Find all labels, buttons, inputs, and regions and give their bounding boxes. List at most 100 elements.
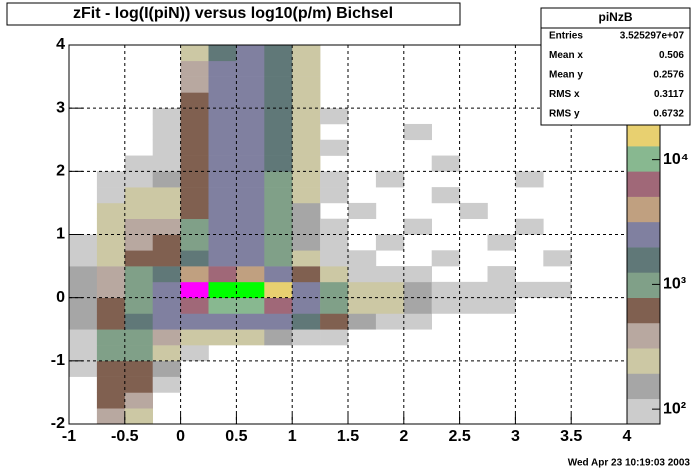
cell <box>236 313 265 330</box>
cell <box>180 329 209 346</box>
palette-box <box>627 221 660 248</box>
stats-name: Mean y <box>549 70 583 81</box>
stats-name: Entries <box>549 31 583 42</box>
cell <box>208 155 237 172</box>
cell <box>208 234 237 251</box>
cell <box>264 329 293 346</box>
cell <box>96 313 126 330</box>
y-tick-label: 3 <box>56 99 65 116</box>
cell <box>96 392 126 409</box>
cell <box>292 92 321 109</box>
cell <box>208 123 237 141</box>
x-tick-label: 2 <box>399 428 408 445</box>
z-tick-label: 10² <box>663 400 686 417</box>
cell <box>320 139 349 156</box>
cell <box>292 155 321 172</box>
cell <box>124 250 153 267</box>
cell <box>208 187 237 204</box>
cell <box>292 329 321 346</box>
cell <box>96 171 126 188</box>
cell <box>180 171 209 188</box>
cell <box>124 234 153 251</box>
cell <box>264 187 293 204</box>
cell <box>264 123 293 141</box>
palette-box <box>627 322 660 349</box>
cell <box>292 139 321 156</box>
cell <box>96 376 126 393</box>
z-tick-label: 10³ <box>663 276 686 293</box>
cell <box>208 218 237 235</box>
stats-value: 0.506 <box>659 50 684 61</box>
cell <box>236 202 265 220</box>
cell <box>124 281 153 298</box>
palette-box <box>627 196 660 223</box>
cell <box>236 60 265 77</box>
cell <box>208 297 237 314</box>
cell <box>459 297 488 314</box>
cell <box>292 297 321 314</box>
cell <box>320 171 349 188</box>
cell <box>403 266 432 283</box>
cell <box>69 297 98 314</box>
cell <box>152 313 181 330</box>
cell <box>152 266 181 283</box>
cell <box>292 76 321 93</box>
cell <box>69 360 98 377</box>
cell <box>236 123 265 141</box>
cell <box>236 92 265 109</box>
cell <box>208 266 237 283</box>
cell <box>264 266 293 283</box>
x-tick-label: 1 <box>288 428 297 445</box>
cell <box>152 345 181 362</box>
x-tick-label: 4 <box>623 428 632 445</box>
palette-box <box>627 348 660 374</box>
cell <box>152 187 181 204</box>
cell <box>403 297 432 314</box>
cell <box>487 281 516 298</box>
cell <box>431 250 460 267</box>
cell <box>152 329 181 346</box>
cell <box>69 313 98 330</box>
cell <box>348 313 377 330</box>
cell <box>152 281 181 298</box>
cell <box>152 234 181 251</box>
stats-value: 0.2576 <box>653 70 684 81</box>
cell <box>208 108 237 125</box>
cell <box>180 345 209 362</box>
cell <box>264 202 293 220</box>
x-tick-label: 3 <box>511 428 520 445</box>
cell <box>264 76 293 93</box>
cell <box>96 281 126 298</box>
chart-title: zFit - log(I(piN)) versus log10(p/m) Bic… <box>73 5 393 22</box>
cell <box>264 60 293 77</box>
cell <box>180 92 209 109</box>
cell <box>152 123 181 141</box>
cell <box>292 123 321 141</box>
cell <box>69 329 98 346</box>
cell <box>69 266 98 283</box>
cell <box>320 266 349 283</box>
cell <box>236 155 265 172</box>
cell <box>208 329 237 346</box>
cell <box>348 297 377 314</box>
date-stamp: Wed Apr 23 10:19:03 2003 <box>568 458 691 469</box>
stats-value: 0.3117 <box>654 89 684 100</box>
title-box <box>6 2 461 26</box>
cell <box>124 155 153 172</box>
cell <box>403 218 432 235</box>
cell <box>403 281 432 298</box>
cell <box>264 171 293 188</box>
cell <box>180 281 209 298</box>
cell <box>459 281 488 298</box>
cell <box>124 187 153 204</box>
cell <box>152 202 181 220</box>
cell <box>515 171 544 188</box>
cell <box>264 108 293 125</box>
cell <box>124 360 153 377</box>
cell <box>431 155 460 172</box>
cell <box>348 202 377 220</box>
cell <box>543 250 572 267</box>
cell <box>431 187 460 204</box>
cell <box>292 266 321 283</box>
